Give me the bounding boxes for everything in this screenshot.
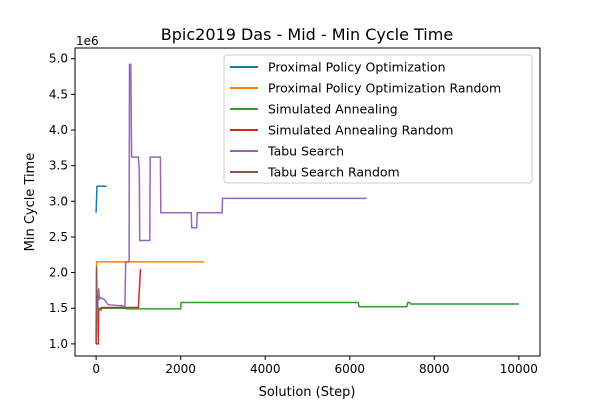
legend-entries: Proximal Policy Optimization Proximal Pol… [230,60,501,180]
y-tick-label: 3.0 [49,194,68,208]
legend-label: Simulated Annealing [268,102,398,117]
legend-box [223,54,533,184]
series-line-proximal-policy-optimization-random [95,261,205,327]
y-tick-label: 3.5 [49,159,68,173]
legend-label: Proximal Policy Optimization [268,60,446,75]
y-axis-ticks: 1.0 1.5 2.0 2.5 3.0 3.5 4.0 4.5 5.0 [49,52,75,351]
x-tick-label: 0 [92,362,100,376]
y-tick-label: 4.5 [49,87,68,101]
legend: Proximal Policy Optimization Proximal Pol… [223,54,533,184]
chart-title: Bpic2019 Das - Mid - Min Cycle Time [161,25,453,44]
x-axis-label: Solution (Step) [259,385,356,400]
plot-area [74,47,541,357]
plot-frame [74,47,541,357]
legend-label: Proximal Policy Optimization Random [268,81,501,96]
series-line-tabu-search-random [95,266,99,344]
series-line-simulated-annealing-random [96,268,142,345]
x-tick-label: 4000 [250,362,281,376]
x-axis-ticks: 0 2000 4000 6000 8000 10000 [92,356,538,376]
y-axis-label: Min Cycle Time [23,153,38,252]
legend-label: Tabu Search Random [267,165,400,180]
legend-label: Simulated Annealing Random [268,123,453,138]
y-tick-label: 2.0 [49,266,68,280]
x-tick-label: 2000 [165,362,196,376]
y-scale-label: 1e6 [76,34,99,48]
x-tick-label: 8000 [419,362,450,376]
series-line-tabu-search [95,63,367,344]
y-tick-label: 5.0 [49,52,68,66]
x-tick-label: 6000 [334,362,365,376]
y-tick-label: 1.0 [49,337,68,351]
legend-label: Tabu Search [267,144,344,159]
y-tick-label: 4.0 [49,123,68,137]
series-line-simulated-annealing [95,301,519,336]
y-tick-label: 2.5 [49,230,68,244]
x-tick-label: 10000 [500,362,538,376]
y-tick-label: 1.5 [49,301,68,315]
series-line-proximal-policy-optimization [95,185,107,213]
series-layer [95,63,519,345]
